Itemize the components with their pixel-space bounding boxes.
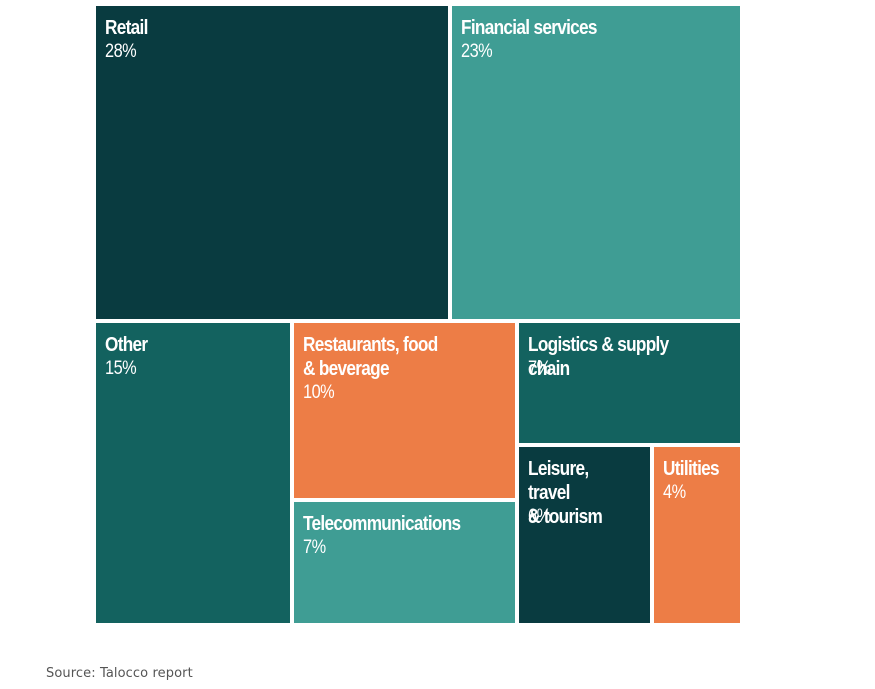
treemap-tile-leisure-travel-tourism: Leisure, travel & tourism 6% (519, 447, 650, 623)
tile-value: 7% (303, 537, 326, 558)
tile-label: Utilities (663, 458, 720, 480)
source-note: Source: Talocco report (46, 666, 193, 681)
treemap-tile-restaurants-food-beverage: Restaurants, food & beverage 10% (294, 323, 515, 498)
tile-label: Retail (105, 17, 148, 39)
treemap-tile-retail: Retail 28% (96, 6, 448, 319)
tile-label: Financial services (461, 17, 598, 39)
tile-value: 10% (303, 382, 335, 403)
tile-label: Telecommunications (303, 513, 461, 535)
treemap-chart: Retail 28% Financial services 23% Other 15% Re… (96, 6, 740, 623)
tile-value: 4% (663, 482, 686, 503)
tile-value: 7% (528, 358, 551, 379)
treemap-tile-logistics-supply-chain: Logistics & supply chain 7% (519, 323, 740, 443)
tile-value: 28% (105, 41, 137, 62)
tile-value: 23% (461, 41, 493, 62)
treemap-tile-utilities: Utilities 4% (654, 447, 740, 623)
tile-value: 15% (105, 358, 137, 379)
tile-label: Other (105, 334, 148, 356)
tile-label: Restaurants, food & beverage (303, 334, 438, 380)
tile-label: Leisure, travel & tourism (528, 458, 603, 528)
treemap-tile-telecommunications: Telecommunications 7% (294, 502, 515, 623)
treemap-tile-other: Other 15% (96, 323, 290, 623)
tile-label: Logistics & supply chain (528, 334, 669, 380)
treemap-tile-financial-services: Financial services 23% (452, 6, 740, 319)
tile-value: 6% (528, 506, 551, 527)
